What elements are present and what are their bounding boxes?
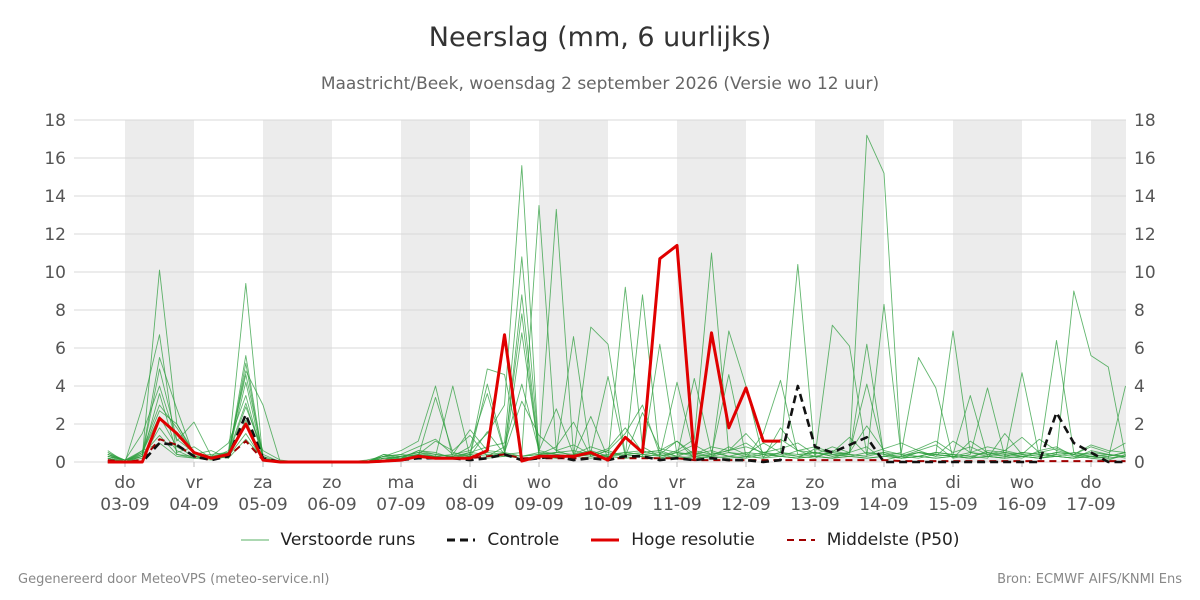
x-tick-day-label: za — [736, 473, 755, 493]
chart-title: Neerslag (mm, 6 uurlijks) — [428, 22, 772, 53]
ensemble-member-line-5 — [107, 294, 1126, 463]
x-tick-day-label: do — [597, 473, 618, 493]
shaded-day-band-1 — [263, 120, 332, 462]
legend: Verstoorde runs Controle Hoge resolutie … — [0, 530, 1200, 550]
chart-subtitle: Maastricht/Beek, woensdag 2 september 20… — [320, 74, 880, 94]
y-tick-label-right: 12 — [1134, 225, 1156, 245]
y-tick-label-left: 4 — [55, 377, 66, 397]
x-tick-date-label: 14-09 — [859, 495, 908, 515]
legend-label-median: Middelste (P50) — [826, 530, 960, 550]
legend-label-control: Controle — [487, 530, 560, 550]
y-tick-label-left: 16 — [44, 149, 66, 169]
x-tick-date-label: 07-09 — [376, 495, 425, 515]
legend-item-ensemble: Verstoorde runs — [240, 530, 416, 550]
y-tick-label-right: 4 — [1134, 377, 1145, 397]
x-tick-date-label: 05-09 — [238, 495, 287, 515]
legend-item-hires: Hoge resolutie — [591, 530, 755, 550]
x-tick-day-label: do — [114, 473, 135, 493]
x-tick-date-label: 09-09 — [514, 495, 563, 515]
legend-swatch-control — [447, 538, 476, 542]
shaded-day-band-2 — [401, 120, 470, 462]
legend-swatch-hires — [591, 538, 620, 542]
y-tick-label-right: 2 — [1134, 415, 1145, 435]
y-tick-label-left: 6 — [55, 339, 66, 359]
x-tick-day-label: wo — [1010, 473, 1034, 493]
y-axis-right: 0 2 4 6 8 10 12 14 16 18 — [1134, 111, 1156, 473]
x-tick-date-label: 11-09 — [652, 495, 701, 515]
y-tick-label-right: 10 — [1134, 263, 1156, 283]
legend-item-median: Middelste (P50) — [786, 530, 960, 550]
y-tick-label-left: 2 — [55, 415, 66, 435]
x-tick-day-label: di — [462, 473, 478, 493]
x-tick-date-label: 16-09 — [997, 495, 1046, 515]
y-tick-label-left: 18 — [44, 111, 66, 131]
footer-credit: Gegenereerd door MeteoVPS (meteo-service… — [18, 572, 330, 587]
high-resolution-line — [107, 243, 781, 464]
shaded-day-band-3 — [539, 120, 608, 462]
legend-swatch-median — [786, 539, 815, 541]
x-tick-day-label: di — [945, 473, 961, 493]
y-tick-label-left: 12 — [44, 225, 66, 245]
y-tick-label-right: 16 — [1134, 149, 1156, 169]
shaded-day-band-7 — [1091, 120, 1126, 462]
y-tick-label-left: 14 — [44, 187, 66, 207]
y-tick-label-right: 14 — [1134, 187, 1156, 207]
x-tick-day-label: ma — [388, 473, 415, 493]
legend-label-hires: Hoge resolutie — [631, 530, 755, 550]
x-tick-day-label: zo — [805, 473, 824, 493]
main-series — [107, 243, 1126, 464]
legend-item-control: Controle — [447, 530, 559, 550]
y-tick-label-right: 8 — [1134, 301, 1145, 321]
x-tick-day-label: ma — [871, 473, 898, 493]
x-tick-date-label: 08-09 — [445, 495, 494, 515]
y-tick-label-right: 18 — [1134, 111, 1156, 131]
x-tick-day-label: vr — [185, 473, 202, 493]
x-tick-date-label: 15-09 — [928, 495, 977, 515]
legend-swatch-ensemble — [240, 539, 269, 541]
x-axis: do03-09vr04-09za05-09zo06-09ma07-09di08-… — [100, 462, 1116, 515]
shaded-day-band-6 — [953, 120, 1022, 462]
y-axis-left: 0 2 4 6 8 10 12 14 16 18 — [44, 111, 66, 473]
x-tick-date-label: 03-09 — [100, 495, 149, 515]
x-tick-day-label: do — [1080, 473, 1101, 493]
x-tick-day-label: za — [253, 473, 272, 493]
y-tick-label-left: 8 — [55, 301, 66, 321]
x-tick-date-label: 13-09 — [790, 495, 839, 515]
y-tick-label-right: 6 — [1134, 339, 1145, 359]
y-tick-label-left: 10 — [44, 263, 66, 283]
x-tick-date-label: 17-09 — [1066, 495, 1115, 515]
x-tick-day-label: wo — [527, 473, 551, 493]
y-tick-label-left: 0 — [55, 453, 66, 473]
x-tick-day-label: vr — [668, 473, 685, 493]
x-tick-date-label: 12-09 — [721, 495, 770, 515]
x-tick-date-label: 04-09 — [169, 495, 218, 515]
x-tick-day-label: zo — [322, 473, 341, 493]
y-tick-label-right: 0 — [1134, 453, 1145, 473]
x-tick-date-label: 10-09 — [583, 495, 632, 515]
x-tick-date-label: 06-09 — [307, 495, 356, 515]
footer-source: Bron: ECMWF AIFS/KNMI Ens — [997, 572, 1182, 587]
legend-label-ensemble: Verstoorde runs — [280, 530, 416, 550]
